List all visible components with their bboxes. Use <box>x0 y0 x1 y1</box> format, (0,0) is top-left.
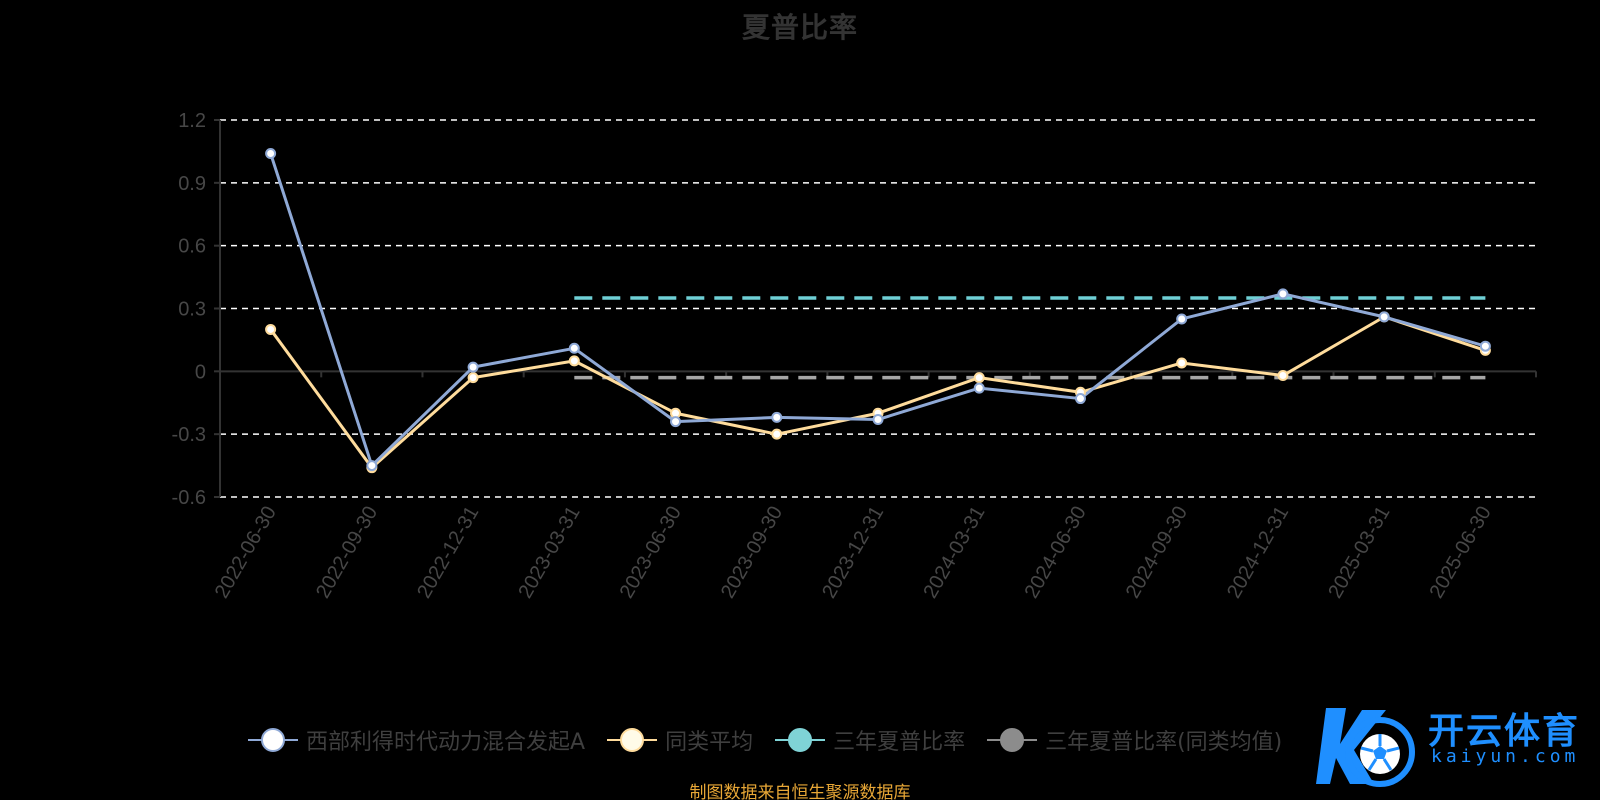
y-tick-label-3: 0.3 <box>178 299 206 321</box>
series-0-point-0 <box>265 148 277 160</box>
y-tick-label-5: -0.3 <box>172 424 206 446</box>
y-tick-label-6: -0.6 <box>172 487 206 509</box>
x-tick-label-1: 2022-09-30 <box>312 503 382 603</box>
y-tick-labels: 1.2 0.9 0.6 0.3 0 -0.3 -0.6 <box>172 110 206 509</box>
soccer-ball-logo-icon <box>1316 708 1415 787</box>
y-tick-label-4: 0 <box>195 361 206 383</box>
grid-lines <box>220 119 1536 498</box>
y-tick-label-1: 0.9 <box>178 173 206 195</box>
series-0-point-11 <box>1378 311 1390 323</box>
legend-item-three-year-peer[interactable]: 三年夏普比率(同类均值) <box>987 724 1282 756</box>
legend-item-fund[interactable]: 西部利得时代动力混合发起A <box>248 724 585 756</box>
legend-label-three-year-peer: 三年夏普比率(同类均值) <box>1045 730 1283 755</box>
x-tick-label-3: 2023-03-31 <box>514 503 584 603</box>
series-0-point-8 <box>1074 393 1086 405</box>
legend-label-fund: 西部利得时代动力混合发起A <box>306 730 586 755</box>
series-1-point-7 <box>973 372 985 384</box>
series-0-point-10 <box>1277 288 1289 300</box>
series-0-point-5 <box>771 411 783 423</box>
x-tick-label-12: 2025-06-30 <box>1426 503 1496 603</box>
series-0-point-2 <box>467 361 479 373</box>
reference-lines <box>574 296 1486 380</box>
watermark-en-text: kaiyun.com <box>1431 746 1580 767</box>
x-tick-label-8: 2024-06-30 <box>1021 503 1091 603</box>
x-tick-labels: 2022-06-30 2022-09-30 2022-12-31 2023-03-31… <box>211 502 1496 602</box>
legend-swatch-peer-avg <box>607 726 658 754</box>
series-points <box>265 148 1491 474</box>
x-tick-label-2: 2022-12-31 <box>413 502 483 602</box>
legend-label-peer-avg: 同类平均 <box>665 730 754 755</box>
x-tick-label-0: 2022-06-30 <box>211 503 281 603</box>
legend-swatch-three-year <box>775 726 826 754</box>
x-tick-label-6: 2023-12-31 <box>818 503 888 603</box>
legend-swatch-fund <box>248 726 298 754</box>
series-1-point-0 <box>265 323 277 335</box>
series-1-point-5 <box>771 428 783 440</box>
series-0-point-9 <box>1176 313 1188 325</box>
data-source-note: 制图数据来自恒生聚源数据库 <box>689 783 911 800</box>
series-1-point-2 <box>467 372 479 384</box>
series-1-point-9 <box>1176 357 1188 369</box>
watermark-cn-text: 开云体育 <box>1428 711 1581 752</box>
series-0-point-7 <box>973 382 985 394</box>
axes <box>214 119 1537 498</box>
series-0-point-6 <box>872 414 884 426</box>
x-tick-label-7: 2024-03-31 <box>919 502 989 602</box>
series-line-1 <box>269 315 1486 470</box>
x-tick-label-4: 2023-06-30 <box>616 503 686 603</box>
legend: 西部利得时代动力混合发起A 同类平均 三年夏普比率 三年夏普比率(同类均值) <box>248 720 1282 760</box>
x-tick-label-9: 2024-09-30 <box>1122 503 1192 603</box>
series-0-point-4 <box>670 416 682 428</box>
x-tick-label-11: 2025-03-31 <box>1324 503 1394 603</box>
watermark-logo: 开云体育 kaiyun.com <box>1316 700 1596 790</box>
series-1-point-10 <box>1277 370 1289 382</box>
series-0-point-1 <box>366 460 378 472</box>
y-tick-label-0: 1.2 <box>178 110 206 132</box>
legend-swatch-three-year-peer <box>987 726 1038 754</box>
chart-title: 夏普比率 <box>741 11 858 44</box>
legend-item-peer-avg[interactable]: 同类平均 <box>607 724 753 756</box>
series-1-point-3 <box>568 355 580 367</box>
series-0-point-3 <box>568 342 580 354</box>
y-tick-label-2: 0.6 <box>178 236 206 258</box>
legend-item-three-year[interactable]: 三年夏普比率 <box>775 724 965 756</box>
legend-label-three-year: 三年夏普比率 <box>833 730 966 755</box>
x-tick-label-5: 2023-09-30 <box>717 503 787 603</box>
series-0-point-12 <box>1479 340 1491 352</box>
x-tick-label-10: 2024-12-31 <box>1223 503 1293 603</box>
